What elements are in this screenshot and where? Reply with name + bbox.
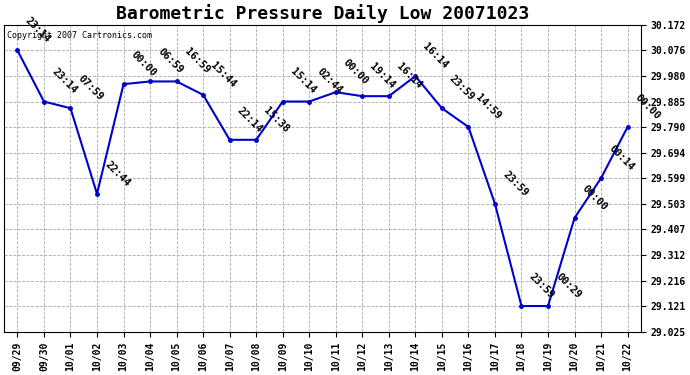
- Text: 16:59: 16:59: [182, 47, 211, 76]
- Text: 00:29: 00:29: [553, 272, 583, 300]
- Text: 15:38: 15:38: [262, 105, 291, 134]
- Text: 16:14: 16:14: [421, 41, 450, 70]
- Text: 19:14: 19:14: [368, 62, 397, 91]
- Text: Copyright 2007 Cartronics.com: Copyright 2007 Cartronics.com: [8, 31, 152, 40]
- Text: 22:14: 22:14: [235, 105, 264, 134]
- Text: 00:00: 00:00: [633, 92, 662, 122]
- Text: 02:44: 02:44: [315, 67, 344, 96]
- Text: 22:44: 22:44: [103, 159, 132, 188]
- Text: 15:44: 15:44: [208, 60, 238, 89]
- Text: 23:59: 23:59: [500, 169, 530, 198]
- Text: 06:59: 06:59: [156, 47, 185, 76]
- Text: 15:14: 15:14: [288, 67, 317, 96]
- Text: 16:14: 16:14: [395, 62, 424, 91]
- Text: 00:00: 00:00: [129, 50, 158, 79]
- Text: 00:14: 00:14: [607, 143, 635, 172]
- Text: 23:59: 23:59: [447, 74, 477, 103]
- Text: 23:59: 23:59: [527, 272, 556, 300]
- Text: 14:59: 14:59: [474, 92, 503, 122]
- Text: 23:14: 23:14: [23, 16, 52, 45]
- Text: 07:59: 07:59: [76, 74, 105, 103]
- Text: 00:00: 00:00: [580, 183, 609, 212]
- Title: Barometric Pressure Daily Low 20071023: Barometric Pressure Daily Low 20071023: [116, 4, 529, 23]
- Text: 00:00: 00:00: [342, 57, 371, 87]
- Text: 23:14: 23:14: [50, 67, 79, 96]
